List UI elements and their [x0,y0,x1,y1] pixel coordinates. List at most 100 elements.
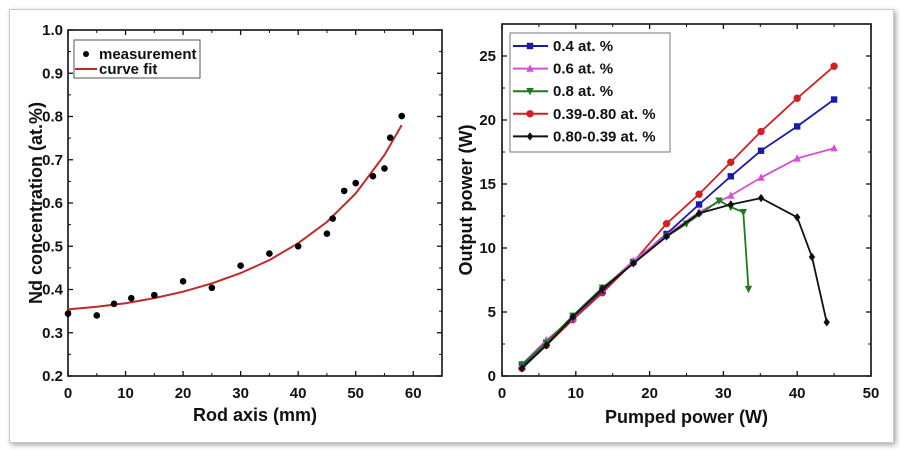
measurement-point [110,300,118,308]
legend-label: 0.80-0.39 at. % [553,128,656,145]
data-point [794,213,801,222]
series-4 [518,193,830,373]
data-point [757,193,765,203]
y-tick-label: 0.5 [42,238,63,255]
y-tick-label: 0.4 [42,282,64,299]
x-tick-label: 10 [567,385,584,402]
data-point [830,62,838,70]
measurement-point [323,230,331,238]
x-tick-label: 20 [641,385,658,402]
y-tick-label: 1.0 [42,22,63,39]
y-tick-label: 20 [479,112,496,129]
legend-label: 0.6 at. % [553,61,613,78]
series-line [521,147,835,366]
y-tick-label: 0.3 [42,325,63,342]
measurement-point [329,215,336,222]
y-tick-label: 0.9 [42,65,63,82]
y-tick-label: 0.8 [42,109,63,126]
data-point [823,318,830,327]
chart-left: 0 10 20 30 40 50 60 0.2 0.3 0.4 0.5 0.6 0.7 0.8 0.9 1.0… [26,22,443,425]
x-tick-label: 10 [117,385,134,402]
measurement-point [398,112,406,120]
data-point [715,197,723,205]
x-tick-label: 0 [498,385,506,402]
legend-measurement-marker [83,51,89,57]
legend-marker [526,64,534,72]
data-point [695,190,703,198]
y-tick-label: 0.7 [42,152,63,169]
measurement-point [369,172,377,180]
chart-right: 0 10 20 30 40 50 0 5 10 15 20 25 Pumped power (W) Out… [456,23,879,427]
legend-marker [526,88,534,96]
figure-card [9,9,894,443]
y-tick-label: 0.6 [42,195,63,212]
x-tick-label: 40 [789,385,806,402]
measurement-point [340,187,348,195]
measurement-point [294,242,302,250]
data-point [744,285,753,294]
measurement-point [266,250,273,257]
data-point [727,200,734,209]
x-tick-label: 0 [64,385,72,402]
measurement-point [208,284,216,292]
data-point [739,208,748,217]
series-3 [518,62,838,373]
data-point [808,252,816,262]
data-point [757,147,765,154]
measurement-point [237,262,244,270]
measurement-point [179,277,187,285]
data-point [543,341,550,350]
data-point [518,364,526,373]
data-point [757,173,765,181]
x-tick-label: 40 [290,385,307,402]
series-line [521,197,828,369]
data-point [793,94,801,102]
data-point [662,219,671,228]
data-point [793,154,801,162]
measurement-point [93,312,101,319]
y-tick-label: 15 [479,176,496,193]
series-line [521,199,750,366]
y-tick-label: 25 [479,48,496,65]
plot-frame [67,29,443,377]
measurement-point [386,134,394,141]
x-tick-label: 30 [715,385,732,402]
curve-fit-line [67,124,403,311]
x-tick-label: 60 [405,385,422,402]
legend-label: 0.8 at. % [553,83,613,100]
x-tick-label: 20 [175,385,192,402]
x-axis-label: Rod axis (mm) [193,405,317,425]
data-point [727,173,734,180]
measurement-point [64,310,72,318]
legend-right: 0.4 at. % 0.6 at. % 0.8 at. % 0.39-0.80 at.… [509,32,671,153]
data-point [757,127,765,136]
x-axis-label: Pumped power (W) [605,407,768,427]
measurement-point [381,165,388,172]
data-point [830,143,838,152]
legend-label: 0.39-0.80 at. % [553,106,656,123]
legend-marker [526,132,534,141]
data-point [695,209,703,218]
y-axis-label: Output power (W) [456,125,476,276]
y-tick-label: 0 [488,368,496,385]
legend-curve-fit-label: curve fit [99,61,157,78]
x-tick-label: 50 [347,385,364,402]
y-tick-label: 10 [479,240,496,257]
data-point [695,201,703,208]
data-point [599,284,606,294]
y-tick-label: 0.2 [42,368,63,385]
legend-box [509,32,671,153]
legend-measurement-label: measurement [99,46,197,63]
data-point [630,259,637,268]
series-2 [518,197,753,369]
data-point [794,123,801,130]
data-point [682,220,691,228]
data-point [569,312,577,322]
y-axis-label: Nd concentration (at.%) [26,102,46,304]
legend-label: 0.4 at. % [553,38,613,55]
data-point [663,232,670,241]
y-tick-label: 5 [488,304,496,321]
series-1 [518,143,838,368]
